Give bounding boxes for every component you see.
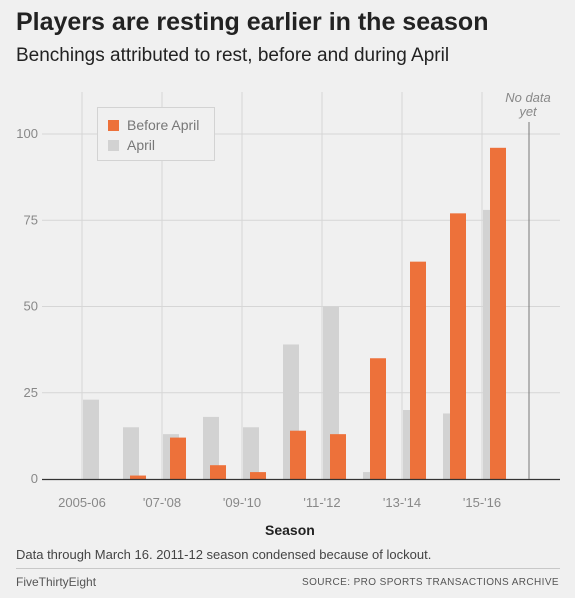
bar-before-april <box>330 434 346 479</box>
y-tick-label: 75 <box>24 212 38 227</box>
bar-before-april <box>450 213 466 479</box>
brand-name: FiveThirtyEight <box>16 575 97 589</box>
no-data-line2: yet <box>519 104 537 119</box>
legend-label-april: April <box>127 137 156 153</box>
bar-before-april <box>370 358 386 479</box>
bar-chart: 0 25 50 75 100 2005-06 '07-'08 '09-'10 '11-'12 '1… <box>16 92 560 510</box>
footer-divider <box>16 568 560 569</box>
y-tick-label: 100 <box>16 126 38 141</box>
y-tick-label: 25 <box>24 385 38 400</box>
bar-april <box>83 399 99 479</box>
legend-swatch-before-april <box>108 119 119 131</box>
bar-before-april <box>410 261 426 479</box>
y-tick-label: 50 <box>24 299 38 314</box>
bar-april <box>203 416 219 479</box>
x-tick-label: '13-'14 <box>383 495 421 510</box>
legend-label-before-april: Before April <box>127 117 200 133</box>
bar-before-april <box>210 465 226 479</box>
y-tick-label: 0 <box>31 471 38 486</box>
bar-before-april <box>130 475 146 479</box>
x-tick-label: '11-'12 <box>303 495 340 510</box>
bar-april <box>243 427 259 479</box>
bar-before-april <box>250 472 266 479</box>
no-data-annotation: No data yet <box>496 91 560 119</box>
x-axis-label: Season <box>265 522 315 538</box>
bar-april <box>123 427 139 479</box>
x-tick-label: '07-'08 <box>143 495 181 510</box>
x-tick-label: 2005-06 <box>58 495 106 510</box>
chart-legend: Before April April <box>97 107 215 161</box>
source-credit: SOURCE: PRO SPORTS TRANSACTIONS ARCHIVE <box>302 577 559 588</box>
legend-item-april: April <box>108 136 155 154</box>
chart-subtitle: Benchings attributed to rest, before and… <box>16 45 450 66</box>
legend-swatch-april <box>108 139 119 151</box>
x-tick-label: '09-'10 <box>223 495 261 510</box>
footnote: Data through March 16. 2011-12 season co… <box>16 547 432 562</box>
chart-title: Players are resting earlier in the seaso… <box>16 8 489 36</box>
no-data-line1: No data <box>505 90 551 105</box>
bar-before-april <box>290 430 306 479</box>
legend-item-before-april: Before April <box>108 116 199 134</box>
bar-before-april <box>170 437 186 479</box>
bar-before-april <box>490 147 506 480</box>
x-tick-label: '15-'16 <box>463 495 501 510</box>
